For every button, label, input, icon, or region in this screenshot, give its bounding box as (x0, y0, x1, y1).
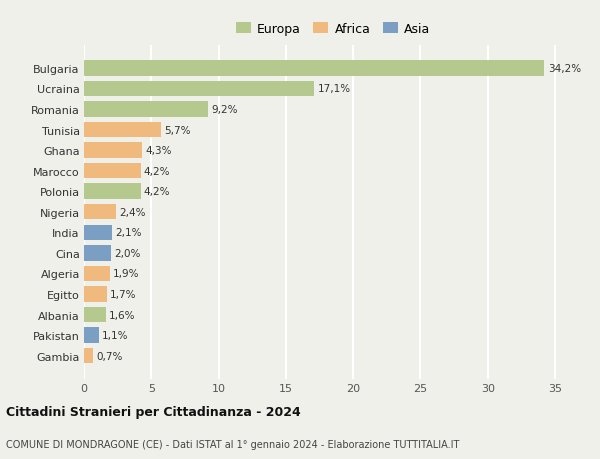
Text: 0,7%: 0,7% (97, 351, 123, 361)
Text: 2,0%: 2,0% (114, 248, 140, 258)
Bar (84, 184, 140, 200)
Text: 1,1%: 1,1% (102, 330, 128, 340)
Bar (84, 328, 99, 343)
Text: 4,3%: 4,3% (145, 146, 172, 156)
Bar (84, 307, 106, 323)
Text: 1,7%: 1,7% (110, 289, 137, 299)
Legend: Europa, Africa, Asia: Europa, Africa, Asia (232, 19, 434, 39)
Text: 5,7%: 5,7% (164, 125, 191, 135)
Text: 2,4%: 2,4% (119, 207, 146, 217)
Bar (84, 348, 94, 364)
Text: 17,1%: 17,1% (317, 84, 350, 94)
Text: 4,2%: 4,2% (144, 187, 170, 197)
Text: Cittadini Stranieri per Cittadinanza - 2024: Cittadini Stranieri per Cittadinanza - 2… (6, 405, 301, 419)
Bar (84, 102, 208, 118)
Text: 1,6%: 1,6% (109, 310, 136, 320)
Text: 1,9%: 1,9% (113, 269, 139, 279)
Text: 34,2%: 34,2% (548, 64, 581, 74)
Bar (84, 123, 161, 138)
Bar (84, 163, 140, 179)
Bar (84, 225, 112, 241)
Bar (84, 205, 116, 220)
Bar (84, 143, 142, 158)
Bar (84, 61, 544, 76)
Text: 2,1%: 2,1% (116, 228, 142, 238)
Bar (84, 82, 314, 97)
Bar (84, 246, 111, 261)
Text: 4,2%: 4,2% (144, 166, 170, 176)
Bar (84, 266, 110, 281)
Bar (84, 286, 107, 302)
Text: 9,2%: 9,2% (211, 105, 238, 115)
Text: COMUNE DI MONDRAGONE (CE) - Dati ISTAT al 1° gennaio 2024 - Elaborazione TUTTITA: COMUNE DI MONDRAGONE (CE) - Dati ISTAT a… (6, 440, 460, 449)
